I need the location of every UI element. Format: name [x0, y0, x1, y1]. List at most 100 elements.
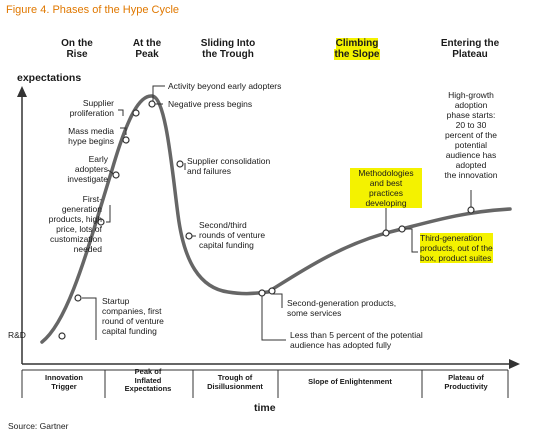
annotation-line: some services — [287, 308, 342, 318]
annotation-line: Startup — [102, 296, 130, 306]
annotation-line: percent of the — [445, 130, 497, 140]
x-axis-arrowhead — [509, 359, 520, 369]
curve-point-second-third — [185, 232, 193, 240]
phase-title-on-the-rise: On the Rise — [46, 38, 108, 60]
phase-title-line: Rise — [66, 49, 88, 60]
curve-point-less-than-5 — [258, 289, 266, 297]
phase-line: Trigger — [51, 381, 77, 391]
annotation-line: rounds of venture — [199, 230, 266, 240]
annotation-line: audience has adopted fully — [290, 340, 392, 350]
phase-title-line: Sliding Into — [200, 38, 256, 49]
phase-title-line: the Trough — [202, 49, 254, 60]
annotation-line: adoption — [454, 100, 488, 110]
annotation-line: adopters — [74, 164, 108, 174]
annotation-line: price, lots of — [56, 224, 102, 234]
annotation-negative-press: Negative press begins — [168, 99, 253, 109]
phase-line: Disillusionment — [207, 381, 263, 391]
annotation-line: audience has — [445, 150, 497, 160]
annotation-line: Less than 5 percent of the potential — [290, 330, 423, 340]
phase-title-line: Plateau — [452, 49, 488, 60]
phase-line: Peak of — [134, 367, 162, 376]
phase-trough-disillusionment: Trough of Disillusionment — [196, 373, 274, 391]
annotation-line: Third-generation — [420, 233, 493, 243]
annotation-line: Supplier consolidation — [187, 156, 271, 166]
annotation-line: Early — [88, 154, 108, 164]
phase-title-entering-plateau: Entering the Plateau — [430, 38, 510, 60]
curve-point-startup — [74, 294, 82, 302]
phase-title-at-the-peak: At the Peak — [116, 38, 178, 60]
annotation-line: the innovation — [444, 170, 498, 180]
leader-first-gen — [106, 205, 111, 223]
annotation-line: developing — [350, 198, 422, 208]
phase-line: Productivity — [444, 381, 488, 391]
x-axis-label: time — [254, 402, 276, 414]
annotation-second-third-rounds: Second/third rounds of venture capital f… — [199, 220, 265, 250]
annotation-line: High-growth — [448, 90, 494, 100]
annotation-line: Supplier — [82, 98, 114, 108]
leader-supplier-prolif — [118, 109, 124, 116]
phase-title-line: On the — [61, 38, 93, 49]
annotation-early-adopters: Early adopters investigate — [18, 154, 108, 184]
annotation-line: round of venture — [102, 316, 164, 326]
annotation-line: First- — [82, 194, 102, 204]
annotation-mass-media: Mass media hype begins — [18, 126, 114, 146]
phase-title-sliding-into-trough: Sliding Into the Trough — [186, 38, 270, 60]
annotation-line: capital funding — [102, 326, 157, 336]
phase-line: Expectations — [124, 384, 172, 393]
leader-mass-media — [120, 127, 127, 135]
annotation-startup: Startup companies, first round of ventur… — [102, 296, 164, 336]
leader-startup — [82, 297, 97, 340]
curve-point-first-gen — [97, 218, 105, 226]
curve-point-third-gen — [398, 225, 406, 233]
annotation-line: and failures — [187, 166, 231, 176]
figure-caption: Figure 4. Phases of the Hype Cycle — [6, 4, 180, 16]
annotation-line: 20 to 30 — [455, 120, 487, 130]
annotation-line: potential — [454, 140, 488, 150]
annotation-rnd: R&D — [8, 330, 26, 340]
annotation-third-generation: Third-generation products, out of the bo… — [420, 233, 493, 263]
annotation-line: box, product suites — [420, 253, 493, 263]
annotation-supplier-consolidation: Supplier consolidation and failures — [187, 156, 270, 176]
phase-title-line: the Slope — [334, 49, 380, 60]
curve-point-rnd — [58, 332, 66, 340]
annotation-line: generation — [61, 204, 102, 214]
phase-line: Slope of Enlightenment — [308, 377, 392, 386]
annotation-line: hype begins — [68, 136, 114, 146]
source-credit: Source: Gartner — [8, 421, 69, 431]
annotation-high-growth: High-growth adoption phase starts: 20 to… — [432, 90, 510, 180]
phase-title-line: Peak — [135, 49, 159, 60]
annotation-line: Mass media — [68, 126, 114, 136]
phase-title-line: Entering the — [440, 38, 500, 49]
y-axis-label: expectations — [17, 72, 82, 84]
annotation-line: Second/third — [199, 220, 247, 230]
phase-innovation-trigger: Innovation Trigger — [28, 373, 100, 391]
annotation-line: Second-generation products, — [287, 298, 397, 308]
annotation-methodologies: Methodologies and best practices develop… — [350, 168, 422, 208]
phase-slope-enlightenment: Slope of Enlightenment — [282, 377, 418, 387]
annotation-line: proliferation — [69, 108, 114, 118]
annotation-line: phase starts: — [446, 110, 496, 120]
leader-second-gen — [272, 293, 283, 308]
phase-line: Trough of — [217, 373, 253, 382]
phase-peak-inflated: Peak of Inflated Expectations — [108, 367, 188, 394]
annotation-line: investigate — [67, 174, 108, 184]
annotation-second-generation: Second-generation products, some service… — [287, 298, 396, 318]
annotation-line: adopted — [455, 160, 487, 170]
annotation-activity-beyond: Activity beyond early adopters — [168, 81, 282, 91]
annotation-line: practices — [350, 188, 422, 198]
curve-point-activity — [148, 100, 156, 108]
annotation-line: capital funding — [199, 240, 254, 250]
annotation-supplier-proliferation: Supplier proliferation — [18, 98, 114, 118]
annotation-line: needed — [73, 244, 102, 254]
annotation-first-generation: First- generation products, high price, … — [18, 194, 102, 254]
annotation-line: and best — [350, 178, 422, 188]
curve-point-supplier-prolif — [132, 109, 140, 117]
curve-point-second-gen — [268, 287, 276, 295]
annotation-line: Methodologies — [350, 168, 422, 178]
annotation-line: products, out of the — [420, 243, 493, 253]
annotation-less-than-5-percent: Less than 5 percent of the potential aud… — [290, 330, 423, 350]
curve-point-methodologies — [382, 229, 390, 237]
phase-title-line: Climbing — [335, 38, 379, 49]
annotation-line: customization — [50, 234, 102, 244]
